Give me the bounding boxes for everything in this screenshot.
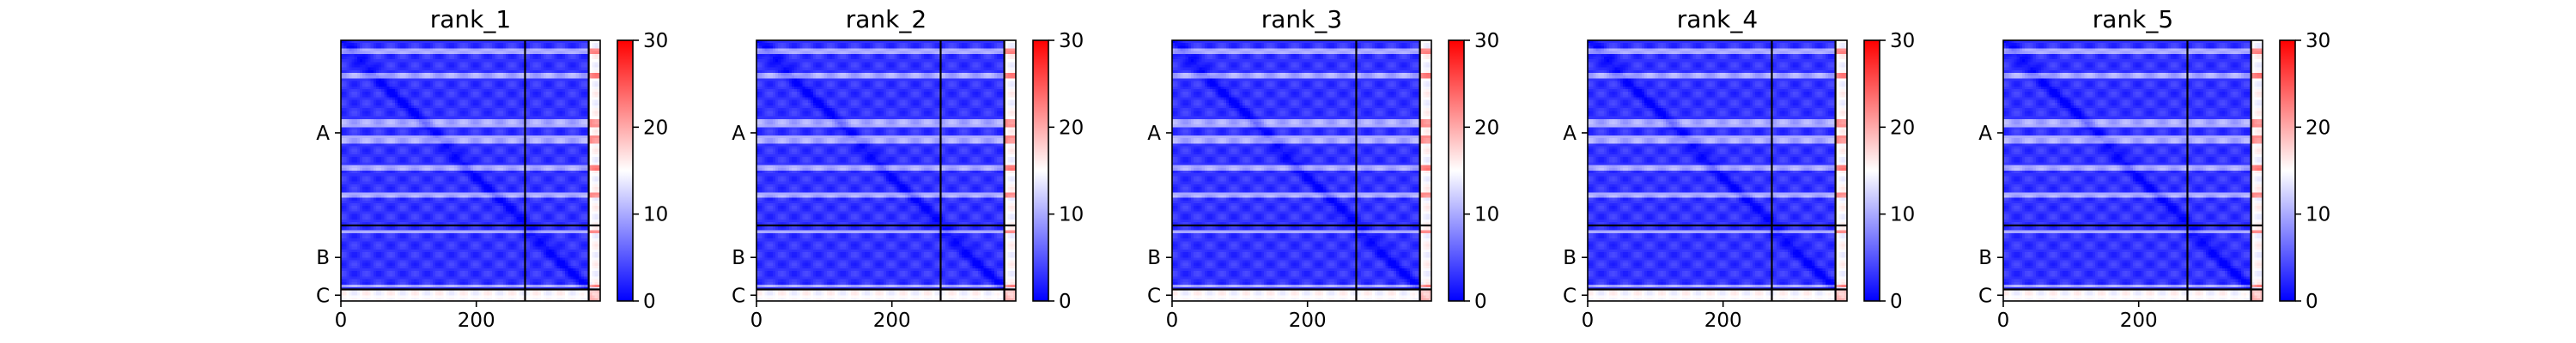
colorbar-tick-label: 20 bbox=[1059, 117, 1084, 139]
colorbar-tick-label: 20 bbox=[1890, 117, 1915, 139]
colorbar-tick-label: 20 bbox=[2306, 117, 2330, 139]
plot-frame bbox=[756, 39, 1017, 302]
colorbar bbox=[1863, 39, 1880, 302]
y-tick-label: A bbox=[1563, 123, 1577, 145]
y-tick-label: C bbox=[1563, 285, 1577, 307]
colorbar-tick-label: 0 bbox=[643, 291, 656, 313]
panel-title: rank_3 bbox=[1261, 5, 1342, 33]
x-tick-label: 0 bbox=[750, 310, 763, 332]
y-tick-label: C bbox=[316, 285, 330, 307]
pae-heatmap bbox=[1588, 40, 1847, 301]
y-tick-label: B bbox=[1563, 247, 1577, 269]
x-tick-label: 200 bbox=[2120, 310, 2158, 332]
colorbar-tick-label: 30 bbox=[2306, 30, 2330, 52]
x-tick-label: 200 bbox=[1289, 310, 1327, 332]
plot-frame bbox=[340, 39, 601, 302]
colorbar-tick-label: 0 bbox=[1890, 291, 1903, 313]
y-tick-label: C bbox=[1147, 285, 1161, 307]
colorbar bbox=[2279, 39, 2296, 302]
y-tick-label: A bbox=[316, 123, 330, 145]
colorbar bbox=[1448, 39, 1465, 302]
plot-frame bbox=[1171, 39, 1432, 302]
pae-heatmap bbox=[2003, 40, 2263, 301]
panel-title: rank_1 bbox=[430, 5, 511, 33]
colorbar-tick-label: 30 bbox=[1474, 30, 1499, 52]
x-tick-label: 200 bbox=[458, 310, 495, 332]
panel-title: rank_2 bbox=[846, 5, 927, 33]
x-tick-label: 200 bbox=[1704, 310, 1742, 332]
x-tick-label: 0 bbox=[1997, 310, 2010, 332]
x-tick-label: 200 bbox=[873, 310, 911, 332]
panel-title: rank_4 bbox=[1677, 5, 1758, 33]
pae-heatmap bbox=[341, 40, 600, 301]
y-tick-label: B bbox=[1978, 247, 1992, 269]
y-tick-label: B bbox=[732, 247, 745, 269]
colorbar-tick-label: 0 bbox=[1474, 291, 1487, 313]
y-tick-label: B bbox=[1147, 247, 1161, 269]
colorbar-tick-label: 30 bbox=[1890, 30, 1915, 52]
colorbar-tick-label: 0 bbox=[1059, 291, 1072, 313]
colorbar bbox=[1032, 39, 1049, 302]
x-tick-label: 0 bbox=[335, 310, 348, 332]
colorbar-tick-label: 30 bbox=[643, 30, 668, 52]
colorbar-tick-label: 10 bbox=[1890, 204, 1915, 226]
y-tick-label: A bbox=[1147, 123, 1161, 145]
colorbar-tick-label: 10 bbox=[643, 204, 668, 226]
panel-title: rank_5 bbox=[2093, 5, 2173, 33]
pae-heatmap bbox=[1172, 40, 1431, 301]
colorbar-tick-label: 20 bbox=[1474, 117, 1499, 139]
y-tick-label: A bbox=[1978, 123, 1992, 145]
y-tick-label: C bbox=[732, 285, 745, 307]
colorbar-tick-label: 0 bbox=[2306, 291, 2318, 313]
plot-frame bbox=[1587, 39, 1848, 302]
colorbar-tick-label: 10 bbox=[1474, 204, 1499, 226]
y-tick-label: B bbox=[316, 247, 330, 269]
x-tick-label: 0 bbox=[1166, 310, 1179, 332]
colorbar bbox=[617, 39, 634, 302]
colorbar-tick-label: 20 bbox=[643, 117, 668, 139]
colorbar-tick-label: 10 bbox=[2306, 204, 2330, 226]
y-tick-label: C bbox=[1978, 285, 1992, 307]
x-tick-label: 0 bbox=[1582, 310, 1595, 332]
y-tick-label: A bbox=[732, 123, 745, 145]
plot-frame bbox=[2002, 39, 2263, 302]
colorbar-tick-label: 10 bbox=[1059, 204, 1084, 226]
pae-heatmap bbox=[756, 40, 1016, 301]
colorbar-tick-label: 30 bbox=[1059, 30, 1084, 52]
